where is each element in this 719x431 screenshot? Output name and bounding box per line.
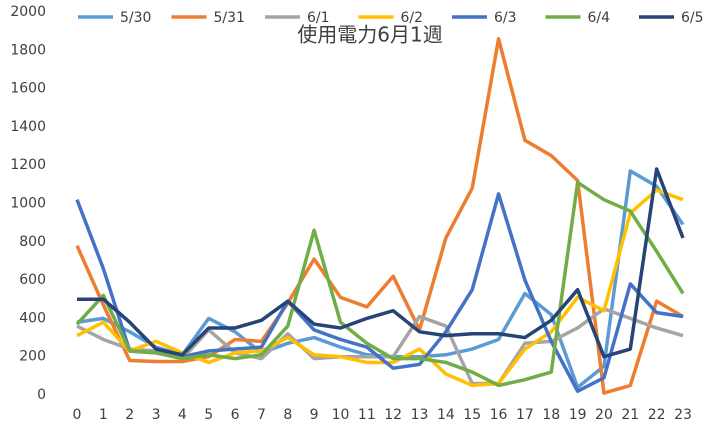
series-line <box>77 167 685 359</box>
y-tick-label: 1400 <box>10 119 46 135</box>
y-tick-label: 800 <box>19 234 46 250</box>
x-tick-label: 15 <box>463 407 481 423</box>
legend-label: 6/3 <box>494 10 517 26</box>
y-tick-label: 400 <box>19 310 46 326</box>
legend-label: 5/30 <box>120 10 151 26</box>
legend-label: 6/4 <box>588 10 611 26</box>
y-tick-label: 600 <box>19 272 46 288</box>
series-line <box>75 180 685 388</box>
legend-label: 6/1 <box>307 10 330 26</box>
x-tick-label: 4 <box>178 407 187 423</box>
x-tick-label: 9 <box>310 407 319 423</box>
y-tick-label: 1200 <box>10 157 46 173</box>
x-tick-label: 0 <box>73 407 82 423</box>
x-tick-label: 2 <box>125 407 134 423</box>
y-tick-label: 200 <box>19 349 46 365</box>
x-tick-label: 23 <box>674 407 692 423</box>
y-tick-label: 2000 <box>10 4 46 20</box>
legend-label: 5/31 <box>214 10 245 26</box>
x-tick-label: 7 <box>257 407 266 423</box>
x-tick-label: 21 <box>621 407 639 423</box>
series-line <box>75 37 684 395</box>
x-tick-label: 11 <box>358 407 376 423</box>
y-tick-label: 1800 <box>10 42 46 58</box>
x-tick-label: 5 <box>204 407 213 423</box>
x-tick-label: 17 <box>516 407 534 423</box>
x-tick-label: 3 <box>152 407 161 423</box>
x-tick-label: 14 <box>437 407 455 423</box>
y-tick-label: 0 <box>37 387 46 403</box>
x-tick-label: 10 <box>332 407 350 423</box>
y-tick-label: 1000 <box>10 196 46 212</box>
x-tick-label: 8 <box>283 407 292 423</box>
chart-title: 使用電力6月1週 <box>297 23 442 47</box>
x-tick-label: 22 <box>648 407 666 423</box>
x-tick-label: 16 <box>490 407 508 423</box>
x-tick-label: 13 <box>411 407 429 423</box>
x-tick-label: 1 <box>99 407 108 423</box>
legend-label: 6/2 <box>401 10 424 26</box>
x-tick-label: 12 <box>384 407 402 423</box>
x-tick-label: 18 <box>542 407 560 423</box>
x-tick-label: 20 <box>595 407 613 423</box>
x-tick-label: 19 <box>569 407 587 423</box>
legend-label: 6/5 <box>681 10 704 26</box>
y-tick-label: 1600 <box>10 81 46 97</box>
x-tick-label: 6 <box>231 407 240 423</box>
